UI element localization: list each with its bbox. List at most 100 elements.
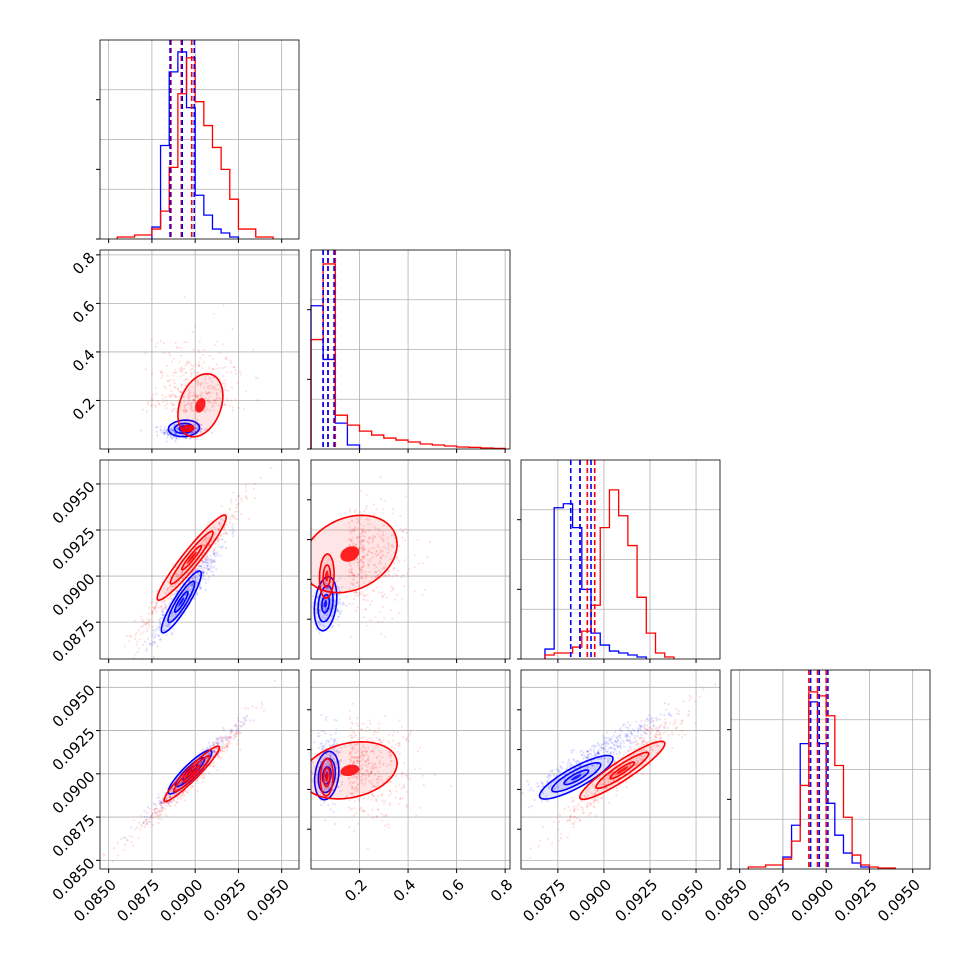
- scatter-point-series-1: [390, 745, 394, 748]
- scatter-point-series-1: [592, 793, 595, 796]
- scatter-point-series-1: [639, 737, 642, 740]
- scatter-point-series-0: [212, 749, 215, 752]
- scatter-point-series-1: [566, 819, 569, 822]
- scatter-point-series-1: [350, 734, 353, 737]
- scatter-point-series-1: [372, 733, 375, 736]
- scatter-point-series-1: [380, 633, 383, 636]
- scatter-point-series-0: [191, 577, 194, 580]
- scatter-point-series-1: [147, 401, 150, 404]
- scatter-point-series-1: [394, 763, 397, 766]
- scatter-point-series-1: [639, 749, 642, 752]
- scatter-point-series-1: [122, 848, 125, 851]
- scatter-point-series-0: [171, 437, 174, 440]
- scatter-point-series-1: [182, 409, 185, 412]
- scatter-point-series-1: [147, 612, 150, 615]
- scatter-point-series-0: [188, 437, 191, 440]
- scatter-point-series-0: [212, 560, 215, 563]
- scatter-point-series-1: [201, 382, 204, 385]
- scatter-point-series-0: [589, 749, 592, 752]
- scatter-point-series-1: [365, 577, 368, 580]
- scatter-point-series-1: [157, 618, 160, 621]
- scatter-point-series-1: [174, 395, 177, 398]
- scatter-point-series-1: [151, 606, 154, 609]
- scatter-point-series-0: [201, 570, 204, 573]
- scatter-point-series-0: [627, 721, 630, 724]
- scatter-point-series-1: [382, 566, 386, 569]
- scatter-point-series-1: [389, 609, 393, 612]
- scatter-point-series-1: [659, 733, 662, 737]
- scatter-point-series-1: [352, 529, 355, 532]
- scatter-point-series-1: [154, 607, 157, 611]
- scatter-point-series-1: [155, 804, 158, 807]
- scatter-point-series-1: [671, 733, 674, 736]
- scatter-point-series-1: [245, 484, 248, 487]
- scatter-point-series-1: [210, 391, 213, 394]
- scatter-point-series-0: [579, 764, 582, 767]
- scatter-point-series-1: [184, 404, 187, 407]
- scatter-point-series-1: [352, 578, 355, 581]
- scatter-point-series-0: [597, 743, 600, 746]
- scatter-point-series-1: [569, 814, 572, 817]
- scatter-point-series-0: [315, 773, 319, 777]
- scatter-point-series-0: [339, 759, 342, 762]
- scatter-point-series-1: [377, 775, 380, 778]
- scatter-point-series-0: [621, 739, 625, 742]
- scatter-point-series-1: [404, 495, 407, 498]
- scatter-point-series-1: [228, 735, 231, 739]
- scatter-point-series-1: [664, 723, 667, 727]
- scatter-point-series-1: [168, 795, 172, 799]
- scatter-point-series-1: [375, 549, 378, 553]
- scatter-point-series-0: [332, 757, 335, 761]
- scatter-point-series-1: [638, 736, 641, 740]
- scatter-point-series-1: [206, 386, 210, 389]
- scatter-point-series-1: [636, 742, 639, 746]
- scatter-point-series-1: [415, 814, 418, 817]
- scatter-point-series-1: [636, 761, 639, 764]
- scatter-point-series-1: [179, 375, 182, 378]
- scatter-point-series-1: [363, 547, 366, 551]
- scatter-point-series-1: [658, 745, 661, 748]
- scatter-point-series-0: [637, 729, 640, 732]
- scatter-point-series-1: [111, 860, 114, 863]
- scatter-point-series-1: [351, 781, 354, 785]
- scatter-point-series-1: [185, 341, 188, 344]
- scatter-point-series-0: [242, 716, 245, 719]
- scatter-point-series-0: [639, 724, 642, 727]
- scatter-point-series-1: [154, 386, 157, 389]
- scatter-point-series-1: [628, 740, 631, 743]
- scatter-point-series-0: [633, 729, 636, 733]
- scatter-point-series-0: [196, 593, 199, 596]
- scatter-point-series-1: [394, 796, 397, 799]
- scatter-point-series-1: [215, 389, 218, 392]
- scatter-point-series-1: [365, 517, 368, 520]
- scatter-point-series-0: [173, 432, 176, 435]
- scatter-point-series-1: [157, 606, 160, 609]
- scatter-point-series-1: [362, 539, 365, 542]
- scatter-point-series-1: [180, 391, 183, 394]
- scatter-point-series-1: [643, 727, 646, 730]
- scatter-point-series-1: [360, 751, 364, 754]
- scatter-point-series-0: [511, 804, 513, 806]
- scatter-point-series-1: [184, 363, 187, 367]
- scatter-point-series-1: [387, 542, 390, 545]
- scatter-point-series-0: [619, 737, 622, 740]
- scatter-point-series-1: [231, 406, 234, 409]
- scatter-point-series-1: [658, 724, 661, 728]
- scatter-point-series-1: [256, 377, 259, 380]
- scatter-point-series-1: [199, 356, 202, 359]
- scatter-point-series-1: [367, 540, 370, 544]
- scatter-point-series-0: [546, 776, 549, 779]
- scatter-point-series-1: [655, 744, 659, 747]
- scatter-point-series-1: [357, 797, 360, 800]
- scatter-point-series-1: [363, 759, 367, 763]
- scatter-point-series-0: [213, 751, 216, 754]
- scatter-point-series-1: [363, 510, 366, 513]
- scatter-point-series-1: [212, 367, 215, 371]
- scatter-point-series-0: [331, 573, 334, 576]
- scatter-point-series-0: [328, 754, 332, 758]
- scatter-point-series-0: [163, 432, 166, 435]
- scatter-point-series-1: [220, 505, 223, 508]
- scatter-point-series-0: [530, 805, 533, 808]
- scatter-point-series-1: [221, 740, 224, 743]
- scatter-point-series-0: [592, 754, 596, 757]
